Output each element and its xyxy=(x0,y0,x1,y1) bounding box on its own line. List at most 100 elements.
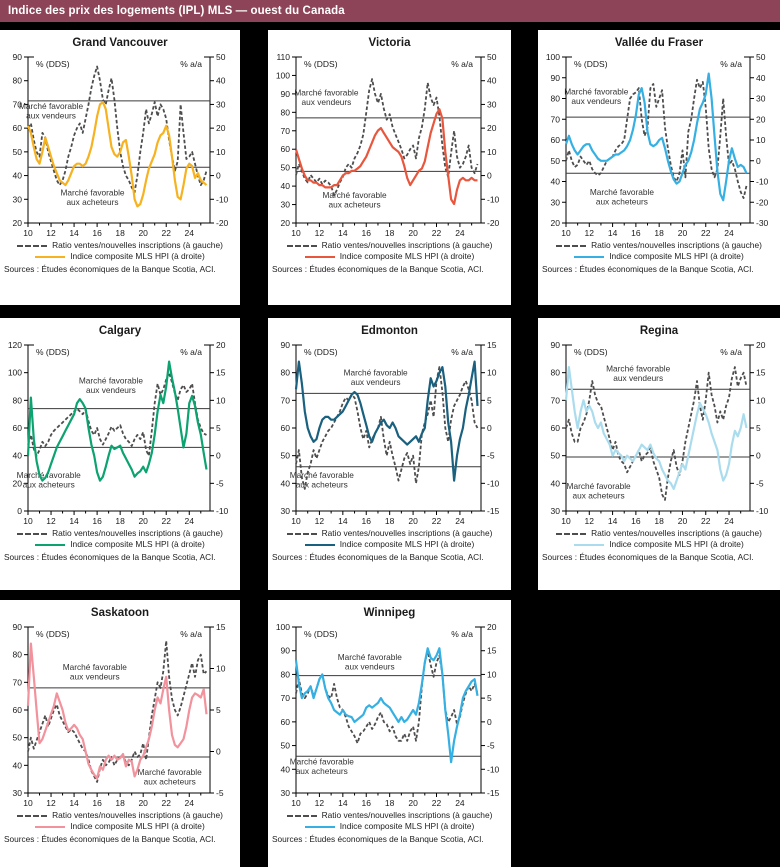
svg-text:16: 16 xyxy=(362,228,372,238)
svg-text:% (DDS): % (DDS) xyxy=(304,59,338,69)
svg-text:-5: -5 xyxy=(216,478,224,488)
svg-text:40: 40 xyxy=(281,181,291,191)
svg-text:-20: -20 xyxy=(756,197,769,207)
svg-text:70: 70 xyxy=(281,395,291,405)
svg-text:-20: -20 xyxy=(216,218,229,228)
svg-text:10: 10 xyxy=(291,228,301,238)
svg-text:20: 20 xyxy=(138,516,148,526)
svg-text:10: 10 xyxy=(216,664,226,674)
svg-text:10: 10 xyxy=(487,147,497,157)
svg-text:50: 50 xyxy=(281,163,291,173)
svg-text:aux acheteurs: aux acheteurs xyxy=(328,200,380,210)
chart-title: Winnipeg xyxy=(363,607,416,619)
chart-title: Saskatoon xyxy=(90,607,150,619)
svg-text:20: 20 xyxy=(216,340,226,350)
svg-text:14: 14 xyxy=(338,228,348,238)
sources-note: Sources : Études économiques de la Banqu… xyxy=(4,552,216,562)
svg-text:12: 12 xyxy=(585,516,595,526)
svg-text:-10: -10 xyxy=(487,478,500,488)
svg-text:80: 80 xyxy=(281,368,291,378)
svg-text:40: 40 xyxy=(487,76,497,86)
svg-text:70: 70 xyxy=(281,126,291,136)
chart-panel-grand-vancouver: Grand Vancouver 20 30 40 50 60 70 80 90 -20 -10 0 1… xyxy=(0,30,240,305)
svg-text:-15: -15 xyxy=(487,788,500,798)
legend-ratio-label: Ratio ventes/nouvelles inscriptions (à g… xyxy=(52,810,223,820)
svg-text:40: 40 xyxy=(13,760,23,770)
svg-text:12: 12 xyxy=(585,228,595,238)
svg-text:% (DDS): % (DDS) xyxy=(304,347,338,357)
svg-text:Marché favorable: Marché favorable xyxy=(290,470,354,480)
svg-text:16: 16 xyxy=(362,516,372,526)
svg-text:60: 60 xyxy=(281,717,291,727)
chart-panel-regina: Regina 30 40 50 60 70 80 90 -10 -5 0 5 10 15 20 10 12 14… xyxy=(538,318,780,590)
chart-title: Vallée du Fraser xyxy=(614,37,704,49)
legend-ratio-label: Ratio ventes/nouvelles inscriptions (à g… xyxy=(321,528,493,538)
legend-ratio-label: Ratio ventes/nouvelles inscriptions (à g… xyxy=(591,528,762,538)
svg-text:100: 100 xyxy=(276,622,290,632)
svg-text:aux acheteurs: aux acheteurs xyxy=(66,197,118,207)
svg-text:aux acheteurs: aux acheteurs xyxy=(596,196,648,206)
svg-text:% (DDS): % (DDS) xyxy=(574,347,608,357)
chart-plot-edmonton: 30 40 50 60 70 80 90 -15 -10 -5 0 5 10 15 10 12 14 16 18 20… xyxy=(281,340,500,526)
svg-text:30: 30 xyxy=(281,788,291,798)
svg-text:22: 22 xyxy=(432,516,442,526)
svg-text:16: 16 xyxy=(362,798,372,808)
svg-text:aux vendeurs: aux vendeurs xyxy=(351,377,401,387)
svg-text:12: 12 xyxy=(46,516,56,526)
svg-text:70: 70 xyxy=(551,395,561,405)
legend-row-hpi: Indice composite MLS HPI (à droite) xyxy=(268,539,511,550)
svg-text:40: 40 xyxy=(551,177,561,187)
ratio-dashed-line-swatch xyxy=(556,244,587,247)
svg-text:24: 24 xyxy=(455,798,465,808)
svg-text:80: 80 xyxy=(13,650,23,660)
ratio-dashed-line-swatch xyxy=(556,532,587,535)
svg-text:10: 10 xyxy=(561,516,571,526)
legend-row-ratio: Ratio ventes/nouvelles inscriptions (à g… xyxy=(0,528,240,539)
svg-text:15: 15 xyxy=(216,622,226,632)
svg-text:15: 15 xyxy=(487,646,497,656)
svg-text:% (DDS): % (DDS) xyxy=(36,347,70,357)
svg-text:Marché favorable: Marché favorable xyxy=(60,188,124,198)
svg-text:-5: -5 xyxy=(487,741,495,751)
svg-text:aux vendeurs: aux vendeurs xyxy=(345,662,395,672)
svg-text:22: 22 xyxy=(701,228,711,238)
svg-text:0: 0 xyxy=(487,171,492,181)
legend-row-ratio: Ratio ventes/nouvelles inscriptions (à g… xyxy=(268,810,511,821)
legend-ratio-label: Ratio ventes/nouvelles inscriptions (à g… xyxy=(52,528,223,538)
svg-text:20: 20 xyxy=(216,123,226,133)
svg-text:% a/a: % a/a xyxy=(720,347,742,357)
chart-plot-calgary: 0 20 40 60 80 100 120 -10 -5 0 5 10 15 20 10 12 14 16 18 20… xyxy=(8,340,229,526)
chart-title: Calgary xyxy=(98,325,142,337)
ratio-dashed-line-swatch xyxy=(17,814,48,817)
svg-text:20: 20 xyxy=(13,218,23,228)
svg-text:% (DDS): % (DDS) xyxy=(574,59,608,69)
svg-text:90: 90 xyxy=(551,73,561,83)
legend-row-hpi: Indice composite MLS HPI (à droite) xyxy=(0,539,240,550)
legend-row-ratio: Ratio ventes/nouvelles inscriptions (à g… xyxy=(268,240,511,251)
chart-plot-regina: 30 40 50 60 70 80 90 -10 -5 0 5 10 15 20 10 12 14 16 18 20 2… xyxy=(551,340,769,526)
svg-text:Marché favorable: Marché favorable xyxy=(344,367,408,377)
svg-text:50: 50 xyxy=(13,733,23,743)
svg-text:50: 50 xyxy=(487,52,497,62)
svg-text:10: 10 xyxy=(756,135,766,145)
legend-row-hpi: Indice composite MLS HPI (à droite) xyxy=(0,821,240,832)
svg-text:0: 0 xyxy=(487,717,492,727)
sources-note: Sources : Études économiques de la Banqu… xyxy=(542,264,754,274)
ratio-dashed-line-swatch xyxy=(286,244,317,247)
svg-text:90: 90 xyxy=(281,340,291,350)
svg-text:Marché favorable: Marché favorable xyxy=(338,652,402,662)
svg-text:22: 22 xyxy=(161,228,171,238)
svg-text:-5: -5 xyxy=(487,451,495,461)
svg-text:14: 14 xyxy=(608,228,618,238)
svg-text:14: 14 xyxy=(608,516,618,526)
svg-text:% a/a: % a/a xyxy=(180,347,202,357)
svg-text:40: 40 xyxy=(281,478,291,488)
svg-text:% a/a: % a/a xyxy=(451,629,473,639)
svg-text:5: 5 xyxy=(756,423,761,433)
svg-text:-30: -30 xyxy=(756,218,769,228)
chart-panel-calgary: Calgary 0 20 40 60 80 100 120 -10 -5 0 5 10 15 20 10 12… xyxy=(0,318,240,590)
svg-text:18: 18 xyxy=(385,228,395,238)
svg-text:Marché favorable: Marché favorable xyxy=(294,88,358,98)
svg-text:30: 30 xyxy=(281,506,291,516)
